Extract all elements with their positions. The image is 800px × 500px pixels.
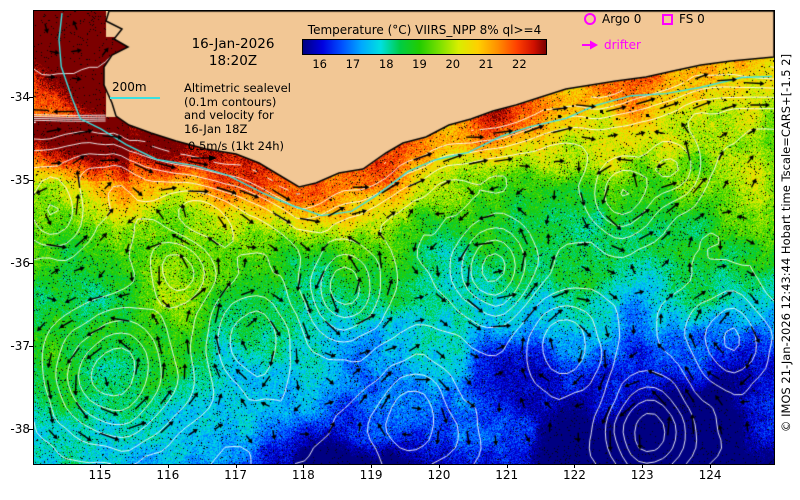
x-tick-label: 123	[630, 468, 654, 482]
x-tick-mark	[235, 464, 237, 468]
x-tick-mark	[100, 464, 101, 468]
annotation-line: 16-Jan 18Z	[184, 121, 248, 136]
colorbar-tick-label: 17	[345, 57, 361, 71]
argo-label: Argo 0	[602, 12, 642, 26]
velocity-scale-arrow-icon	[191, 155, 217, 161]
x-tick-mark	[438, 464, 440, 468]
date-text: 16-Jan-2026	[191, 36, 275, 52]
argo-marker-icon	[584, 13, 596, 25]
y-tick-mark	[29, 263, 33, 264]
x-tick-label: 119	[359, 468, 383, 482]
x-tick-label: 117	[224, 468, 247, 482]
drifter-arrow-icon	[582, 40, 598, 50]
x-tick-label: 120	[427, 468, 451, 482]
y-tick-mark	[29, 180, 33, 181]
y-tick-mark	[29, 346, 33, 347]
x-tick-label: 115	[88, 468, 112, 482]
x-tick-label: 121	[495, 468, 519, 482]
drifter-label: drifter	[604, 38, 641, 52]
isobath-legend-line	[110, 97, 160, 99]
x-tick-label: 118	[291, 468, 315, 482]
annotation-line: (0.1m contours)	[184, 94, 277, 109]
date-label: 16-Jan-2026 18:20Z	[178, 36, 288, 70]
fs-marker-icon	[662, 13, 673, 25]
colorbar-tick-label: 21	[478, 57, 494, 71]
fs-label: FS 0	[679, 12, 705, 26]
colorbar-tick-label: 16	[312, 57, 327, 71]
x-tick-label: 116	[156, 468, 180, 482]
y-tick-label: -37	[10, 339, 30, 353]
y-tick-label: -35	[10, 173, 30, 187]
x-tick-mark	[167, 464, 169, 468]
time-text: 18:20Z	[208, 53, 258, 69]
colorbar-ticks: 16 17 18 19 20 21 22	[303, 57, 546, 72]
x-tick-mark	[710, 464, 712, 468]
x-tick-mark	[303, 464, 305, 468]
annotation-line: Altimetric sealevel	[184, 81, 291, 95]
x-tick-mark	[642, 464, 644, 468]
annotation-line: and velocity for	[184, 108, 274, 122]
x-tick-mark	[574, 464, 576, 468]
y-tick-mark	[29, 429, 33, 430]
sst-map-canvas	[34, 11, 774, 464]
x-tick-label: 124	[698, 468, 722, 482]
x-tick-label: 122	[563, 468, 586, 482]
legend-argo: Argo 0	[584, 12, 641, 26]
colorbar-title: Temperature (°C) VIIRS_NPP 8% ql>=4	[307, 23, 542, 37]
legend-fs: FS 0	[662, 12, 705, 26]
x-tick-mark	[506, 464, 508, 468]
colorbar-tick-label: 18	[378, 57, 394, 71]
credit-text: © IMOS 21-Jan-2026 12:43:44 Hobart time …	[779, 53, 793, 433]
y-tick-label: -34	[10, 90, 30, 104]
isobath-label: 200m	[112, 80, 147, 94]
y-tick-label: -36	[10, 256, 30, 270]
colorbar-tick-label: 19	[412, 57, 427, 71]
annotation-block: Altimetric sealevel (0.1m contours) and …	[184, 81, 291, 136]
y-tick-mark	[29, 97, 33, 98]
x-tick-mark	[371, 464, 373, 468]
colorbar-tick-label: 20	[445, 57, 461, 71]
map-plot	[33, 10, 775, 465]
velocity-scale-label: 0.5m/s (1kt 24h)	[188, 139, 285, 153]
colorbar-gradient	[302, 39, 547, 55]
legend-drifter: drifter	[582, 38, 641, 52]
colorbar-tick-label: 22	[512, 57, 527, 71]
y-tick-label: -38	[10, 422, 30, 436]
